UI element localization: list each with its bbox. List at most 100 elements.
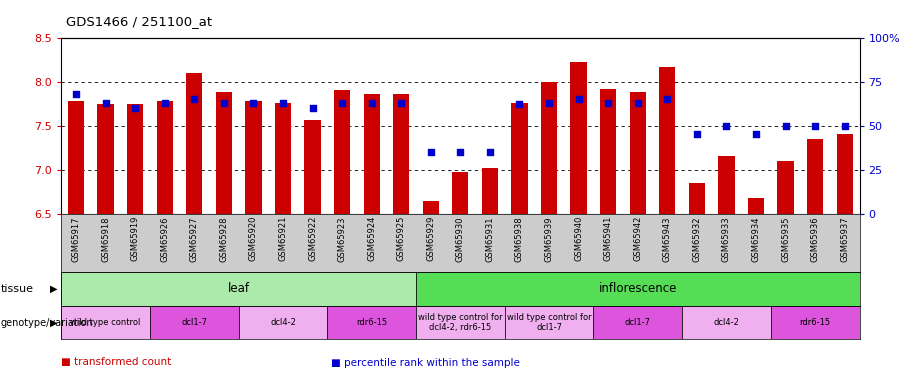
- Bar: [682, 306, 770, 339]
- Bar: [659, 67, 675, 214]
- Text: dcl4-2: dcl4-2: [714, 318, 740, 327]
- Text: wild type control for
dcl4-2, rdr6-15: wild type control for dcl4-2, rdr6-15: [418, 313, 503, 332]
- Text: GSM65928: GSM65928: [220, 216, 229, 262]
- Text: tissue: tissue: [1, 284, 34, 294]
- Point: [601, 100, 616, 106]
- Point: [749, 132, 763, 138]
- Bar: [593, 306, 682, 339]
- Bar: [150, 306, 238, 339]
- Text: GSM65939: GSM65939: [544, 216, 554, 262]
- Text: GSM65938: GSM65938: [515, 216, 524, 262]
- Bar: [416, 272, 860, 306]
- Point: [247, 100, 261, 106]
- Bar: [571, 62, 587, 214]
- Bar: [748, 198, 764, 214]
- Text: GSM65926: GSM65926: [160, 216, 169, 262]
- Bar: [452, 172, 469, 214]
- Point: [364, 100, 379, 106]
- Bar: [157, 101, 173, 214]
- Bar: [328, 306, 416, 339]
- Text: dcl1-7: dcl1-7: [181, 318, 207, 327]
- Bar: [334, 90, 350, 214]
- Bar: [68, 101, 84, 214]
- Bar: [61, 272, 416, 306]
- Bar: [807, 139, 824, 214]
- Bar: [541, 82, 557, 214]
- Point: [158, 100, 172, 106]
- Text: dcl1-7: dcl1-7: [625, 318, 651, 327]
- Point: [689, 132, 704, 138]
- Point: [275, 100, 290, 106]
- Text: GDS1466 / 251100_at: GDS1466 / 251100_at: [66, 15, 212, 28]
- Bar: [61, 306, 150, 339]
- Text: GSM65932: GSM65932: [692, 216, 701, 262]
- Text: GSM65933: GSM65933: [722, 216, 731, 262]
- Bar: [393, 94, 410, 214]
- Text: GSM65937: GSM65937: [841, 216, 850, 262]
- Point: [68, 91, 83, 97]
- Bar: [718, 156, 734, 214]
- Point: [187, 96, 202, 102]
- Text: inflorescence: inflorescence: [598, 282, 677, 295]
- Text: GSM65927: GSM65927: [190, 216, 199, 262]
- Point: [482, 149, 497, 155]
- Point: [217, 100, 231, 106]
- Text: GSM65923: GSM65923: [338, 216, 346, 262]
- Text: GSM65917: GSM65917: [71, 216, 80, 262]
- Text: GSM65940: GSM65940: [574, 216, 583, 261]
- Point: [394, 100, 409, 106]
- Point: [572, 96, 586, 102]
- Point: [424, 149, 438, 155]
- Bar: [186, 73, 202, 214]
- Text: GSM65931: GSM65931: [485, 216, 494, 262]
- Text: GSM65935: GSM65935: [781, 216, 790, 262]
- Point: [719, 123, 733, 129]
- Point: [335, 100, 349, 106]
- Text: GSM65934: GSM65934: [752, 216, 760, 262]
- Point: [838, 123, 852, 129]
- Bar: [364, 94, 380, 214]
- Bar: [630, 92, 646, 214]
- Text: GSM65930: GSM65930: [456, 216, 465, 262]
- Text: GSM65943: GSM65943: [662, 216, 671, 262]
- Text: rdr6-15: rdr6-15: [356, 318, 387, 327]
- Text: GSM65925: GSM65925: [397, 216, 406, 261]
- Point: [512, 102, 526, 108]
- Point: [305, 105, 320, 111]
- Text: rdr6-15: rdr6-15: [799, 318, 831, 327]
- Bar: [837, 135, 853, 214]
- Point: [660, 96, 674, 102]
- Text: genotype/variation: genotype/variation: [1, 318, 94, 327]
- Text: leaf: leaf: [228, 282, 249, 295]
- Bar: [505, 306, 593, 339]
- Point: [98, 100, 112, 106]
- Bar: [246, 101, 262, 214]
- Text: GSM65920: GSM65920: [249, 216, 258, 261]
- Text: dcl4-2: dcl4-2: [270, 318, 296, 327]
- Text: GSM65941: GSM65941: [604, 216, 613, 261]
- Bar: [770, 306, 860, 339]
- Bar: [216, 92, 232, 214]
- Text: GSM65919: GSM65919: [130, 216, 140, 261]
- Bar: [778, 161, 794, 214]
- Text: GSM65924: GSM65924: [367, 216, 376, 261]
- Bar: [238, 306, 328, 339]
- Bar: [274, 103, 291, 214]
- Bar: [600, 88, 617, 214]
- Text: ▶: ▶: [50, 284, 58, 294]
- Text: wild type control: wild type control: [70, 318, 140, 327]
- Text: ■ percentile rank within the sample: ■ percentile rank within the sample: [331, 357, 520, 368]
- Bar: [127, 104, 143, 214]
- Point: [454, 149, 468, 155]
- Text: ■ transformed count: ■ transformed count: [61, 357, 171, 368]
- Text: wild type control for
dcl1-7: wild type control for dcl1-7: [507, 313, 591, 332]
- Text: GSM65929: GSM65929: [427, 216, 436, 261]
- Text: GSM65921: GSM65921: [278, 216, 287, 261]
- Text: GSM65918: GSM65918: [101, 216, 110, 262]
- Point: [631, 100, 645, 106]
- Bar: [97, 105, 113, 214]
- Point: [778, 123, 793, 129]
- Text: ▶: ▶: [50, 318, 58, 327]
- Point: [542, 100, 556, 106]
- Bar: [688, 183, 705, 214]
